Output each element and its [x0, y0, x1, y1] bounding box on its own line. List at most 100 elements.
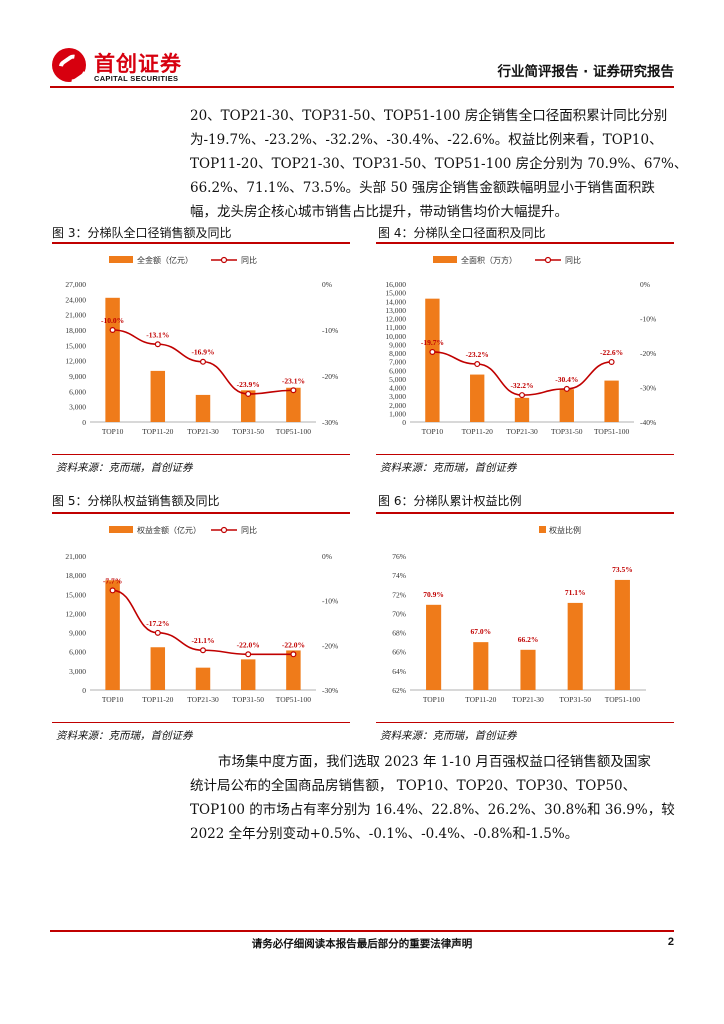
- footer-rule: [50, 930, 674, 932]
- y-axis-tick-label: 3,000: [69, 403, 86, 412]
- y-axis-tick-label: 72%: [392, 590, 406, 599]
- line-point: [290, 387, 297, 394]
- logo-name-cn: 首创证券: [94, 52, 182, 76]
- data-label: 67.0%: [470, 627, 491, 636]
- line-point: [109, 326, 116, 333]
- figure-3-title: 图 3：分梯队全口径销售额及同比: [52, 226, 232, 240]
- chart-figure-5: 权益金额（亿元） 同比 0 3,000 6,000 9,000 12,000 15,000 18…: [65, 525, 338, 704]
- bar: [604, 380, 619, 422]
- y-axis-tick-label: 0: [82, 686, 86, 695]
- y-axis-tick-label: 18,000: [65, 326, 86, 335]
- legend-bar-label: 权益比例: [549, 525, 581, 535]
- bar: [425, 298, 440, 422]
- line-point: [154, 341, 161, 348]
- bar: [105, 580, 120, 690]
- bar: [470, 374, 485, 422]
- legend-line-marker: [544, 256, 552, 264]
- y-axis-tick-label: 62%: [392, 686, 406, 695]
- y-axis-tick-label: 0: [82, 418, 86, 427]
- x-axis-tick-label: TOP11-20: [142, 427, 174, 436]
- page-number: 2: [667, 936, 674, 948]
- closing-line: 2022 全年分别变动+0.5%、-0.1%、-0.4%、-0.8%和-1.5%…: [190, 826, 579, 842]
- closing-line: TOP100 的市场占有率分别为 16.4%、22.8%、26.2%、30.8%…: [190, 802, 675, 818]
- line-point: [245, 390, 252, 397]
- data-label: -19.7%: [421, 338, 444, 347]
- x-axis-tick-label: TOP51-100: [276, 427, 312, 436]
- bar: [150, 647, 166, 690]
- legend-line-marker: [220, 526, 228, 534]
- y-axis-tick-label: 15,000: [385, 289, 406, 298]
- y2-axis-tick-label: -20%: [322, 372, 338, 381]
- y2-axis-tick-label: -20%: [640, 349, 656, 358]
- x-axis-tick-label: TOP10: [102, 427, 124, 436]
- line-point: [519, 392, 526, 399]
- figure-5-top-rule: [52, 512, 350, 514]
- figure-6-title: 图 6：分梯队累计权益比例: [378, 494, 522, 508]
- figure-5-bottom-rule: [52, 722, 350, 723]
- data-label: -22.0%: [282, 640, 305, 649]
- line-point: [290, 651, 297, 658]
- data-label: -23.1%: [282, 376, 305, 385]
- line-point: [245, 651, 252, 658]
- bar: [286, 387, 301, 422]
- bar: [559, 389, 574, 422]
- y-axis-tick-label: 16,000: [385, 280, 406, 289]
- company-logo: 首创证券 CAPITAL SECURITIES: [50, 46, 250, 86]
- data-label: -23.9%: [237, 380, 260, 389]
- logo-mark-icon: [52, 48, 86, 82]
- x-axis-tick-label: TOP51-100: [594, 427, 630, 436]
- x-axis-tick-label: TOP11-20: [465, 695, 497, 704]
- header-rule: [50, 86, 674, 88]
- bar: [473, 642, 489, 690]
- y-axis-tick-label: 13,000: [385, 306, 406, 315]
- y-axis-tick-label: 68%: [392, 629, 406, 638]
- data-label: -32.2%: [510, 381, 533, 390]
- legal-disclaimer: 请务必仔细阅读本报告最后部分的重要法律声明: [251, 938, 473, 950]
- data-label: 70.9%: [423, 590, 444, 599]
- y-axis-tick-label: 4,000: [389, 384, 406, 393]
- x-axis-tick-label: TOP10: [423, 695, 445, 704]
- logo-name-en: CAPITAL SECURITIES: [94, 74, 179, 83]
- y-axis-tick-label: 14,000: [385, 297, 406, 306]
- intro-line: 为-19.7%、-23.2%、-32.2%、-30.4%、-22.6%。权益比例…: [190, 132, 663, 148]
- y-axis-tick-label: 15,000: [65, 341, 86, 350]
- y2-axis-tick-label: 0%: [640, 280, 650, 289]
- x-axis-tick-label: TOP21-30: [187, 427, 219, 436]
- closing-paragraph: 市场集中度方面，我们选取 2023 年 1-10 月百强权益口径销售额及国家 统…: [190, 750, 675, 846]
- y-axis-tick-label: 3,000: [69, 667, 86, 676]
- data-label: -21.1%: [191, 636, 214, 645]
- line-point: [154, 629, 161, 636]
- chart-figure-4: 全面积（万方） 同比 01,0002,0003,0004,0005,0006,000…: [385, 255, 656, 436]
- y-axis-tick-label: 66%: [392, 648, 406, 657]
- y-axis-tick-label: 12,000: [65, 609, 86, 618]
- figure-6-source: 资料来源：克而瑞，首创证券: [380, 730, 517, 742]
- bar: [514, 397, 530, 422]
- data-label: -22.6%: [600, 348, 623, 357]
- x-axis-tick-label: TOP51-100: [276, 695, 312, 704]
- line-point: [474, 361, 481, 368]
- y-axis-tick-label: 3,000: [389, 392, 406, 401]
- y-axis-tick-label: 64%: [392, 667, 406, 676]
- y2-axis-tick-label: -10%: [322, 597, 338, 606]
- figure-4-top-rule: [376, 242, 674, 244]
- x-axis-tick-label: TOP10: [422, 427, 444, 436]
- line-point: [109, 587, 116, 594]
- y-axis-tick-label: 15,000: [65, 590, 86, 599]
- y-axis-tick-label: 10,000: [385, 332, 406, 341]
- closing-line: 统计局公布的全国商品房销售额， TOP10、TOP20、TOP30、TOP50、: [190, 778, 637, 794]
- data-label: -10.0%: [101, 316, 124, 325]
- y2-axis-tick-label: -30%: [322, 686, 338, 695]
- legend-line-marker: [220, 256, 228, 264]
- data-label: -23.2%: [466, 350, 489, 359]
- y2-axis-tick-label: 0%: [322, 552, 332, 561]
- x-axis-tick-label: TOP21-30: [187, 695, 219, 704]
- intro-paragraph: 20、TOP21-30、TOP31-50、TOP51-100 房企销售全口径面积…: [190, 104, 688, 224]
- legend-bar-label: 全面积（万方）: [461, 255, 517, 265]
- legend-bar-swatch: [539, 526, 546, 533]
- intro-line: TOP11-20、TOP21-30、TOP31-50、TOP51-100 房企分…: [190, 156, 688, 172]
- chart-figure-6: 权益比例 62% 64% 66% 68% 70% 72% 74% 76% TOP10 TOP11-2…: [392, 525, 646, 704]
- line-point: [200, 358, 207, 365]
- legend-line-label: 同比: [241, 255, 257, 265]
- bar: [286, 650, 301, 690]
- bar: [240, 659, 256, 690]
